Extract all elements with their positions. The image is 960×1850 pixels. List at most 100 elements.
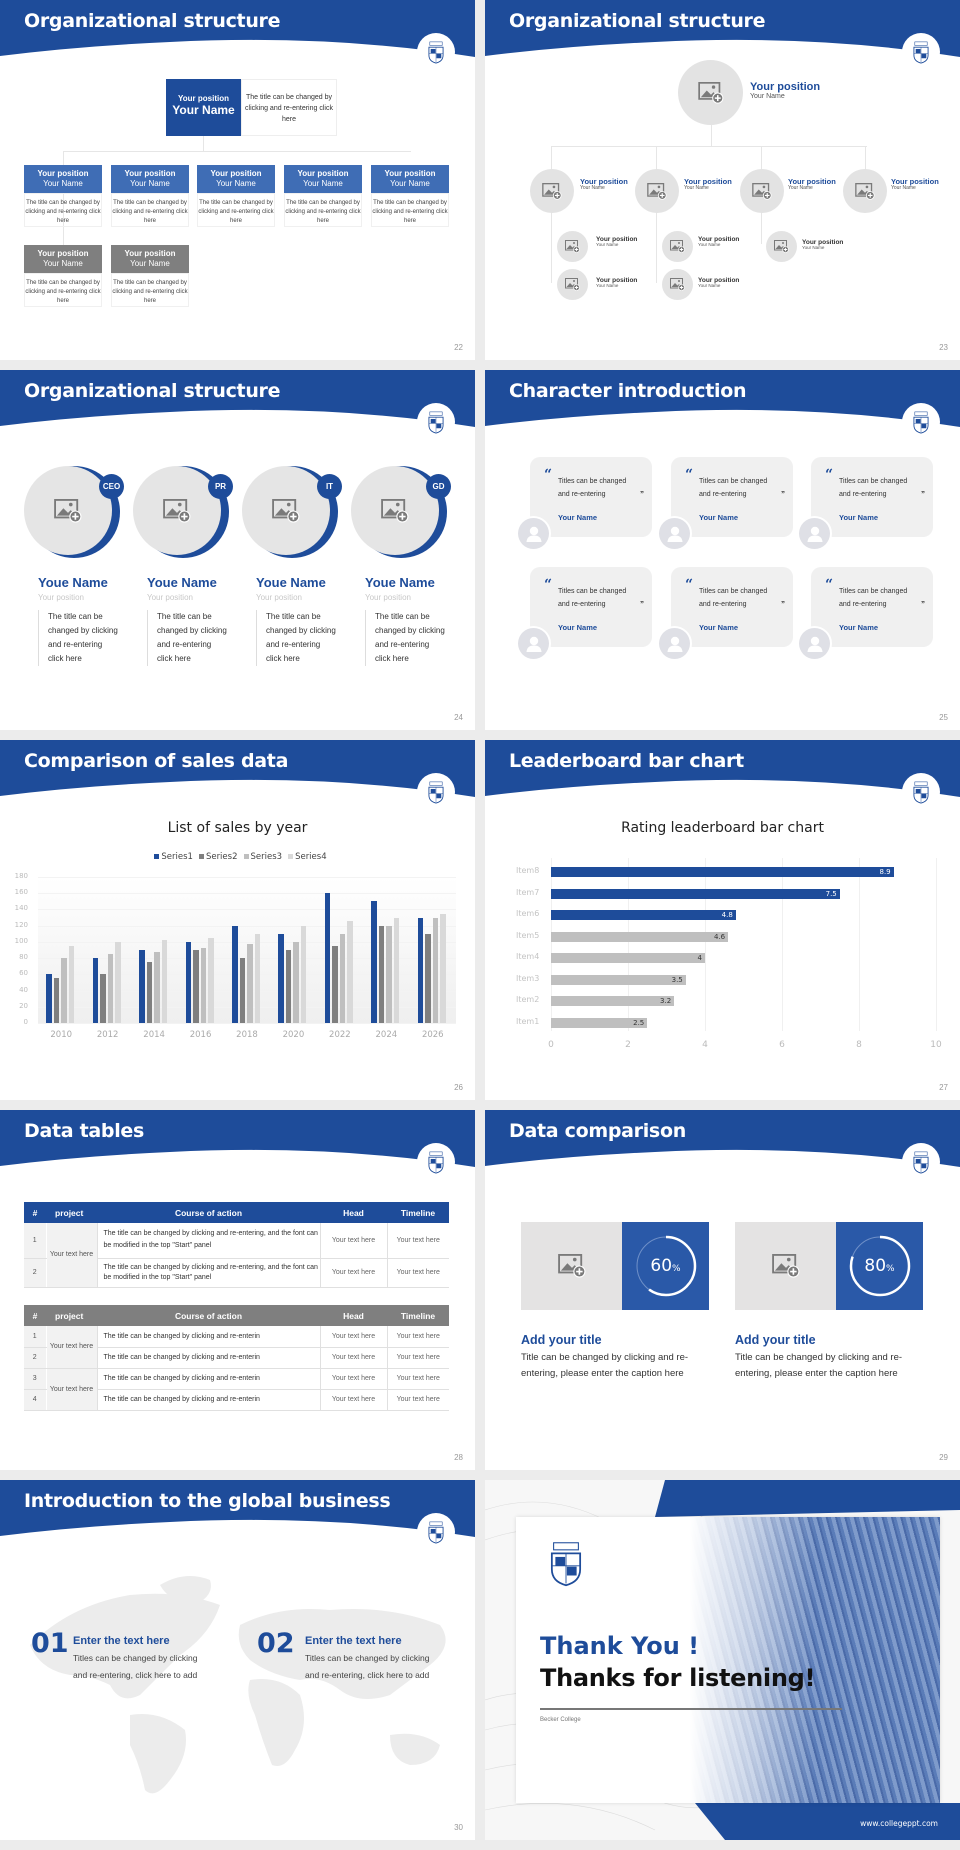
x-tick-label: 2024: [375, 1030, 398, 1040]
photo-placeholder[interactable]: [530, 169, 574, 213]
person-card[interactable]: GD Youe Name Your position The title can…: [351, 466, 451, 666]
role-badge: IT: [317, 474, 342, 499]
item-title: Enter the text here: [73, 1635, 170, 1647]
website-link[interactable]: www.collegeppt.com: [860, 1819, 938, 1828]
slide-title: Data comparison: [509, 1120, 686, 1142]
photo-placeholder[interactable]: [635, 169, 679, 213]
slide-24-org-structure[interactable]: Organizational structure CEO Youe Name Y…: [0, 370, 475, 730]
slide-31-thank-you[interactable]: Thank You ! Thanks for listening! Becker…: [485, 1480, 960, 1840]
y-tick-label: 0: [23, 1018, 28, 1026]
column-header: Course of action: [174, 1310, 243, 1321]
person-card[interactable]: CEO Youe Name Your position The title ca…: [24, 466, 124, 666]
category-label: Item4: [516, 952, 540, 961]
person-desc: The title can be changed by clicking and…: [38, 610, 120, 666]
timeline-cell: Your text here: [386, 1326, 449, 1348]
legend-swatch: [198, 854, 204, 859]
connector-line: [711, 125, 712, 147]
connector-line: [203, 136, 204, 151]
photo-placeholder[interactable]: [133, 466, 221, 555]
data-table-2: # project Course of action Head Timeline…: [24, 1305, 449, 1411]
person-card[interactable]: IT Youe Name Your position The title can…: [242, 466, 342, 666]
row-number: 2: [24, 1347, 46, 1369]
campus-photo: [690, 1517, 940, 1803]
close-quote-icon: ”: [640, 600, 644, 609]
photo-placeholder[interactable]: [740, 169, 784, 213]
org-card[interactable]: Your position Your Name The title can be …: [371, 165, 449, 227]
close-quote-icon: ”: [781, 600, 785, 609]
action-cell: The title can be changed by clicking and…: [96, 1368, 320, 1390]
bar: [371, 901, 377, 1023]
bar: 8.9: [551, 867, 894, 877]
bar: [278, 933, 284, 1023]
photo-placeholder[interactable]: [557, 231, 588, 262]
slide-25-character-intro[interactable]: Character introduction “ Titles can be ch…: [485, 370, 960, 730]
org-top-node[interactable]: Your position Your Name: [166, 79, 241, 136]
photo-placeholder[interactable]: [766, 231, 797, 262]
org-card[interactable]: Your position Your Name The title can be …: [24, 165, 102, 227]
photo-placeholder[interactable]: [662, 231, 693, 262]
column-header: #: [32, 1207, 38, 1218]
name-text: Your Name: [580, 185, 605, 192]
quote-card[interactable]: “ Titles can be changed and re-entering ” Y…: [671, 457, 793, 537]
photo-placeholder[interactable]: [735, 1222, 836, 1310]
percent-value: 80%: [864, 1256, 895, 1276]
college-name: Becker College: [540, 1717, 581, 1723]
slide-29-data-comparison[interactable]: Data comparison 60% Add your title Title…: [485, 1110, 960, 1470]
slide-title: Organizational structure: [24, 10, 281, 32]
top-photo-placeholder[interactable]: [678, 60, 743, 125]
quote-card[interactable]: “ Titles can be changed and re-entering ” Y…: [530, 457, 652, 537]
head-cell: Your text here: [319, 1258, 387, 1288]
project-cell: Your text here: [45, 1223, 97, 1288]
bar: [339, 933, 346, 1023]
quote-card[interactable]: “ Titles can be changed and re-entering ” Y…: [811, 457, 933, 537]
open-quote-icon: “: [825, 577, 834, 593]
quote-card[interactable]: “ Titles can be changed and re-entering ” Y…: [671, 567, 793, 647]
bar: [347, 920, 353, 1023]
image-add-icon: [565, 240, 580, 253]
position-text: Your position: [580, 177, 628, 186]
slide-30-global-business[interactable]: Introduction to the global business 01 E…: [0, 1480, 475, 1840]
category-label: Item8: [516, 866, 540, 875]
action-cell: The title can be changed by clicking and…: [96, 1258, 320, 1288]
photo-placeholder[interactable]: [662, 269, 693, 300]
item-desc: Title can be changed by clicking and re-…: [735, 1352, 903, 1379]
org-card[interactable]: Your position Your Name The title can be …: [284, 165, 362, 227]
quote-text: Titles can be changed and re-entering: [699, 478, 768, 498]
slide-23-org-structure[interactable]: Organizational structure Your position Y…: [485, 0, 960, 360]
slide-28-data-tables[interactable]: Data tables # project Course of action H…: [0, 1110, 475, 1470]
photo-placeholder[interactable]: [351, 466, 439, 555]
card-position: Your position: [210, 169, 262, 178]
column-header: Timeline: [400, 1207, 436, 1218]
org-card[interactable]: Your position Your Name The title can be …: [197, 165, 275, 227]
photo-placeholder[interactable]: [24, 466, 112, 555]
person-card[interactable]: PR Youe Name Your position The title can…: [133, 466, 233, 666]
photo-placeholder[interactable]: [242, 466, 330, 555]
avatar: [657, 626, 692, 661]
bar: [285, 950, 292, 1023]
page-number: 23: [939, 343, 948, 352]
org-card[interactable]: Your position Your Name The title can be …: [111, 165, 189, 227]
image-add-icon: [772, 1254, 800, 1278]
slide-header: Organizational structure: [485, 0, 960, 60]
page-number: 27: [939, 1083, 948, 1092]
slide-header: Character introduction: [485, 370, 960, 430]
photo-placeholder[interactable]: [843, 169, 887, 213]
quote-card[interactable]: “ Titles can be changed and re-entering ” Y…: [811, 567, 933, 647]
quote-card[interactable]: “ Titles can be changed and re-entering ” Y…: [530, 567, 652, 647]
page-number: 28: [454, 1453, 463, 1462]
org-card[interactable]: Your position Your Name The title can be …: [111, 245, 189, 307]
open-quote-icon: “: [685, 467, 694, 483]
slide-22-org-structure[interactable]: Organizational structure Your position Y…: [0, 0, 475, 360]
card-name: Your Name: [130, 259, 170, 268]
action-cell: The title can be changed by clicking and…: [96, 1347, 320, 1369]
table-row: 2 The title can be changed by clicking a…: [24, 1347, 449, 1369]
photo-placeholder[interactable]: [521, 1222, 622, 1310]
slide-27-leaderboard[interactable]: Leaderboard bar chart Rating leaderboard…: [485, 740, 960, 1100]
table-header-row: # project Course of action Head Timeline: [24, 1202, 449, 1223]
head-cell: Your text here: [319, 1347, 387, 1369]
photo-placeholder[interactable]: [557, 269, 588, 300]
person-desc: The title can be changed by clicking and…: [256, 610, 338, 666]
card-name: Your Name: [43, 259, 83, 268]
org-card[interactable]: Your position Your Name The title can be …: [24, 245, 102, 307]
slide-26-sales-comparison[interactable]: Comparison of sales data List of sales b…: [0, 740, 475, 1100]
